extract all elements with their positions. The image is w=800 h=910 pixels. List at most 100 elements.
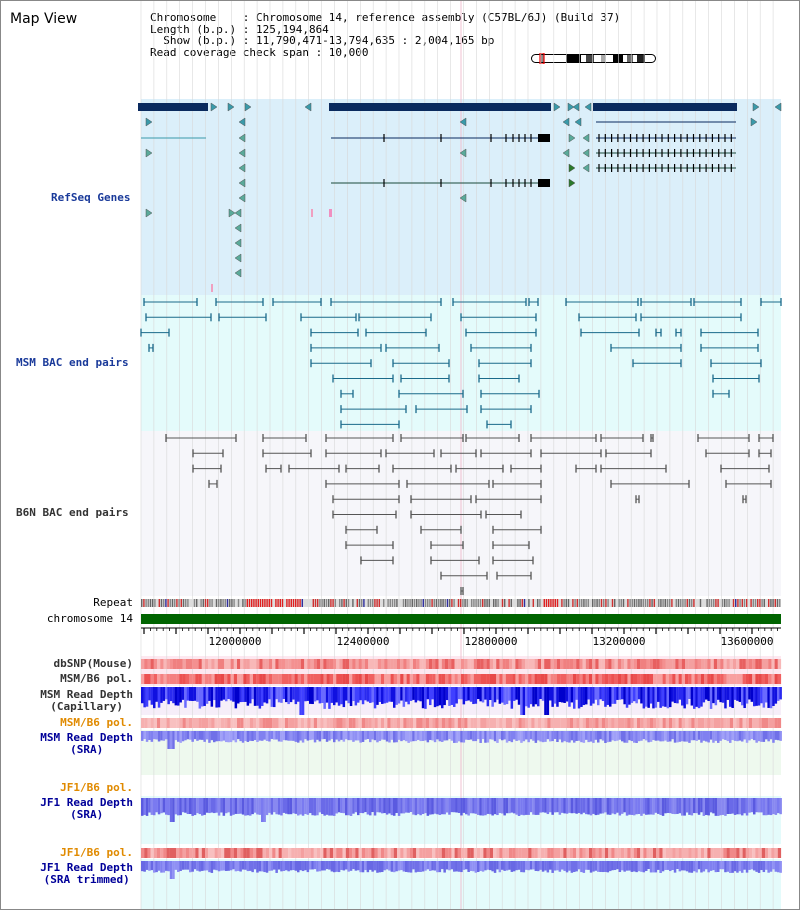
read-depth-bar: [688, 861, 691, 873]
polymorphism-cell: [752, 674, 756, 684]
track-label-msm-b6-pol-2[interactable]: MSM/B6 pol.: [60, 716, 133, 729]
read-depth-bar: [256, 731, 259, 743]
snp-density-cell: [467, 659, 471, 669]
snp-density-cell: [585, 659, 590, 669]
repeat-element: [484, 599, 486, 607]
read-depth-bar: [150, 687, 154, 705]
repeat-element: [605, 599, 607, 607]
read-depth-bar: [201, 731, 204, 740]
polymorphism-cell: [733, 848, 737, 858]
read-depth-bar: [325, 731, 329, 742]
polymorphism-cell: [454, 674, 458, 684]
read-depth-bar: [601, 687, 605, 702]
repeat-element: [372, 599, 374, 607]
track-label-msm-bac[interactable]: MSM BAC end pairs: [16, 356, 129, 369]
read-depth-bar: [472, 687, 475, 705]
snp-density-cell: [688, 659, 692, 669]
polymorphism-cell: [749, 718, 753, 728]
polymorphism-cell: [419, 674, 423, 684]
read-depth-bar: [448, 798, 451, 815]
read-depth-bar: [731, 687, 734, 708]
polymorphism-cell: [265, 674, 270, 684]
snp-density-cell: [496, 659, 500, 669]
read-depth-bar: [311, 687, 314, 705]
snp-density-cell: [291, 659, 295, 669]
polymorphism-cell: [713, 718, 718, 728]
read-depth-bar: [666, 731, 670, 742]
polymorphism-cell: [707, 848, 711, 858]
read-depth-bar: [241, 687, 245, 703]
track-label-refseq[interactable]: RefSeq Genes: [51, 191, 131, 204]
track-label-dbsnp[interactable]: dbSNP(Mouse): [53, 657, 133, 670]
read-depth-bar: [666, 798, 670, 814]
track-label-jf1-b6-pol[interactable]: JF1/B6 pol.: [60, 781, 133, 794]
read-depth-bar: [489, 798, 492, 815]
repeat-element: [431, 599, 433, 607]
polymorphism-cell: [720, 848, 724, 858]
repeat-element: [211, 599, 213, 607]
polymorphism-cell: [547, 674, 551, 684]
track-label-repeat[interactable]: Repeat: [93, 596, 133, 609]
track-label-chromosome[interactable]: chromosome 14: [46, 612, 133, 625]
polymorphism-cell: [169, 674, 174, 684]
read-depth-bar: [558, 687, 562, 703]
polymorphism-cell: [390, 848, 394, 858]
read-depth-bar: [330, 687, 334, 703]
read-depth-bar: [565, 798, 569, 814]
read-depth-bar: [251, 861, 254, 873]
polymorphism-cell: [691, 718, 695, 728]
read-depth-bar: [172, 798, 175, 822]
repeat-element: [563, 599, 565, 607]
polymorphism-cell: [425, 674, 430, 684]
repeat-element: [290, 599, 292, 607]
read-depth-bar: [765, 798, 768, 816]
polymorphism-cell: [480, 718, 484, 728]
track-label-b6n-bac[interactable]: B6N BAC end pairs: [16, 506, 129, 519]
polymorphism-cell: [675, 718, 679, 728]
repeat-element: [728, 599, 730, 607]
snp-density-cell: [745, 659, 750, 669]
read-depth-bar: [707, 687, 710, 701]
read-depth-bar: [390, 861, 394, 872]
polymorphism-cell: [205, 848, 209, 858]
gene-arrow: [234, 253, 242, 263]
read-depth-bar: [349, 731, 353, 741]
read-depth-bar: [765, 687, 768, 703]
read-depth-bar: [745, 861, 749, 873]
polymorphism-cell: [377, 848, 382, 858]
read-depth-bar: [659, 861, 662, 873]
snp-density-cell: [729, 659, 734, 669]
track-label-msm-read-depth-capillary[interactable]: MSM Read Depth (Capillary): [40, 689, 133, 713]
track-label-msm-read-depth-sra[interactable]: MSM Read Depth (SRA): [40, 732, 133, 756]
polymorphism-cell: [553, 718, 558, 728]
polymorphism-cell: [633, 718, 638, 728]
polymorphism-cell: [537, 674, 542, 684]
polymorphism-cell: [208, 848, 212, 858]
refseq-gene-block: [593, 103, 737, 111]
read-depth-bar: [150, 861, 154, 871]
polymorphism-cell: [592, 848, 596, 858]
snp-density-cell: [701, 659, 705, 669]
read-depth-bar: [609, 687, 612, 707]
polymorphism-cell: [486, 674, 490, 684]
polymorphism-cell: [541, 718, 545, 728]
polymorphism-cell: [477, 674, 481, 684]
polymorphism-cell: [752, 848, 756, 858]
read-depth-bar: [203, 687, 206, 706]
polymorphism-cell: [576, 848, 580, 858]
read-depth-bar: [604, 687, 607, 707]
track-label-jf1-b6-pol-2[interactable]: JF1/B6 pol.: [60, 846, 133, 859]
track-label-jf1-read-depth-sra[interactable]: JF1 Read Depth (SRA): [40, 797, 133, 821]
read-depth-bar: [676, 861, 679, 870]
polymorphism-cell: [691, 848, 695, 858]
read-depth-bar: [733, 731, 737, 741]
read-depth-bar: [289, 731, 293, 741]
read-depth-bar: [774, 798, 778, 815]
track-label-jf1-read-depth-trimmed[interactable]: JF1 Read Depth (SRA trimmed): [40, 862, 133, 886]
read-depth-bar: [496, 687, 499, 700]
read-depth-bar: [671, 798, 674, 814]
track-label-msm-b6-pol[interactable]: MSM/B6 pol.: [60, 672, 133, 685]
snp-density-cell: [624, 659, 628, 669]
read-depth-bar: [515, 687, 518, 700]
